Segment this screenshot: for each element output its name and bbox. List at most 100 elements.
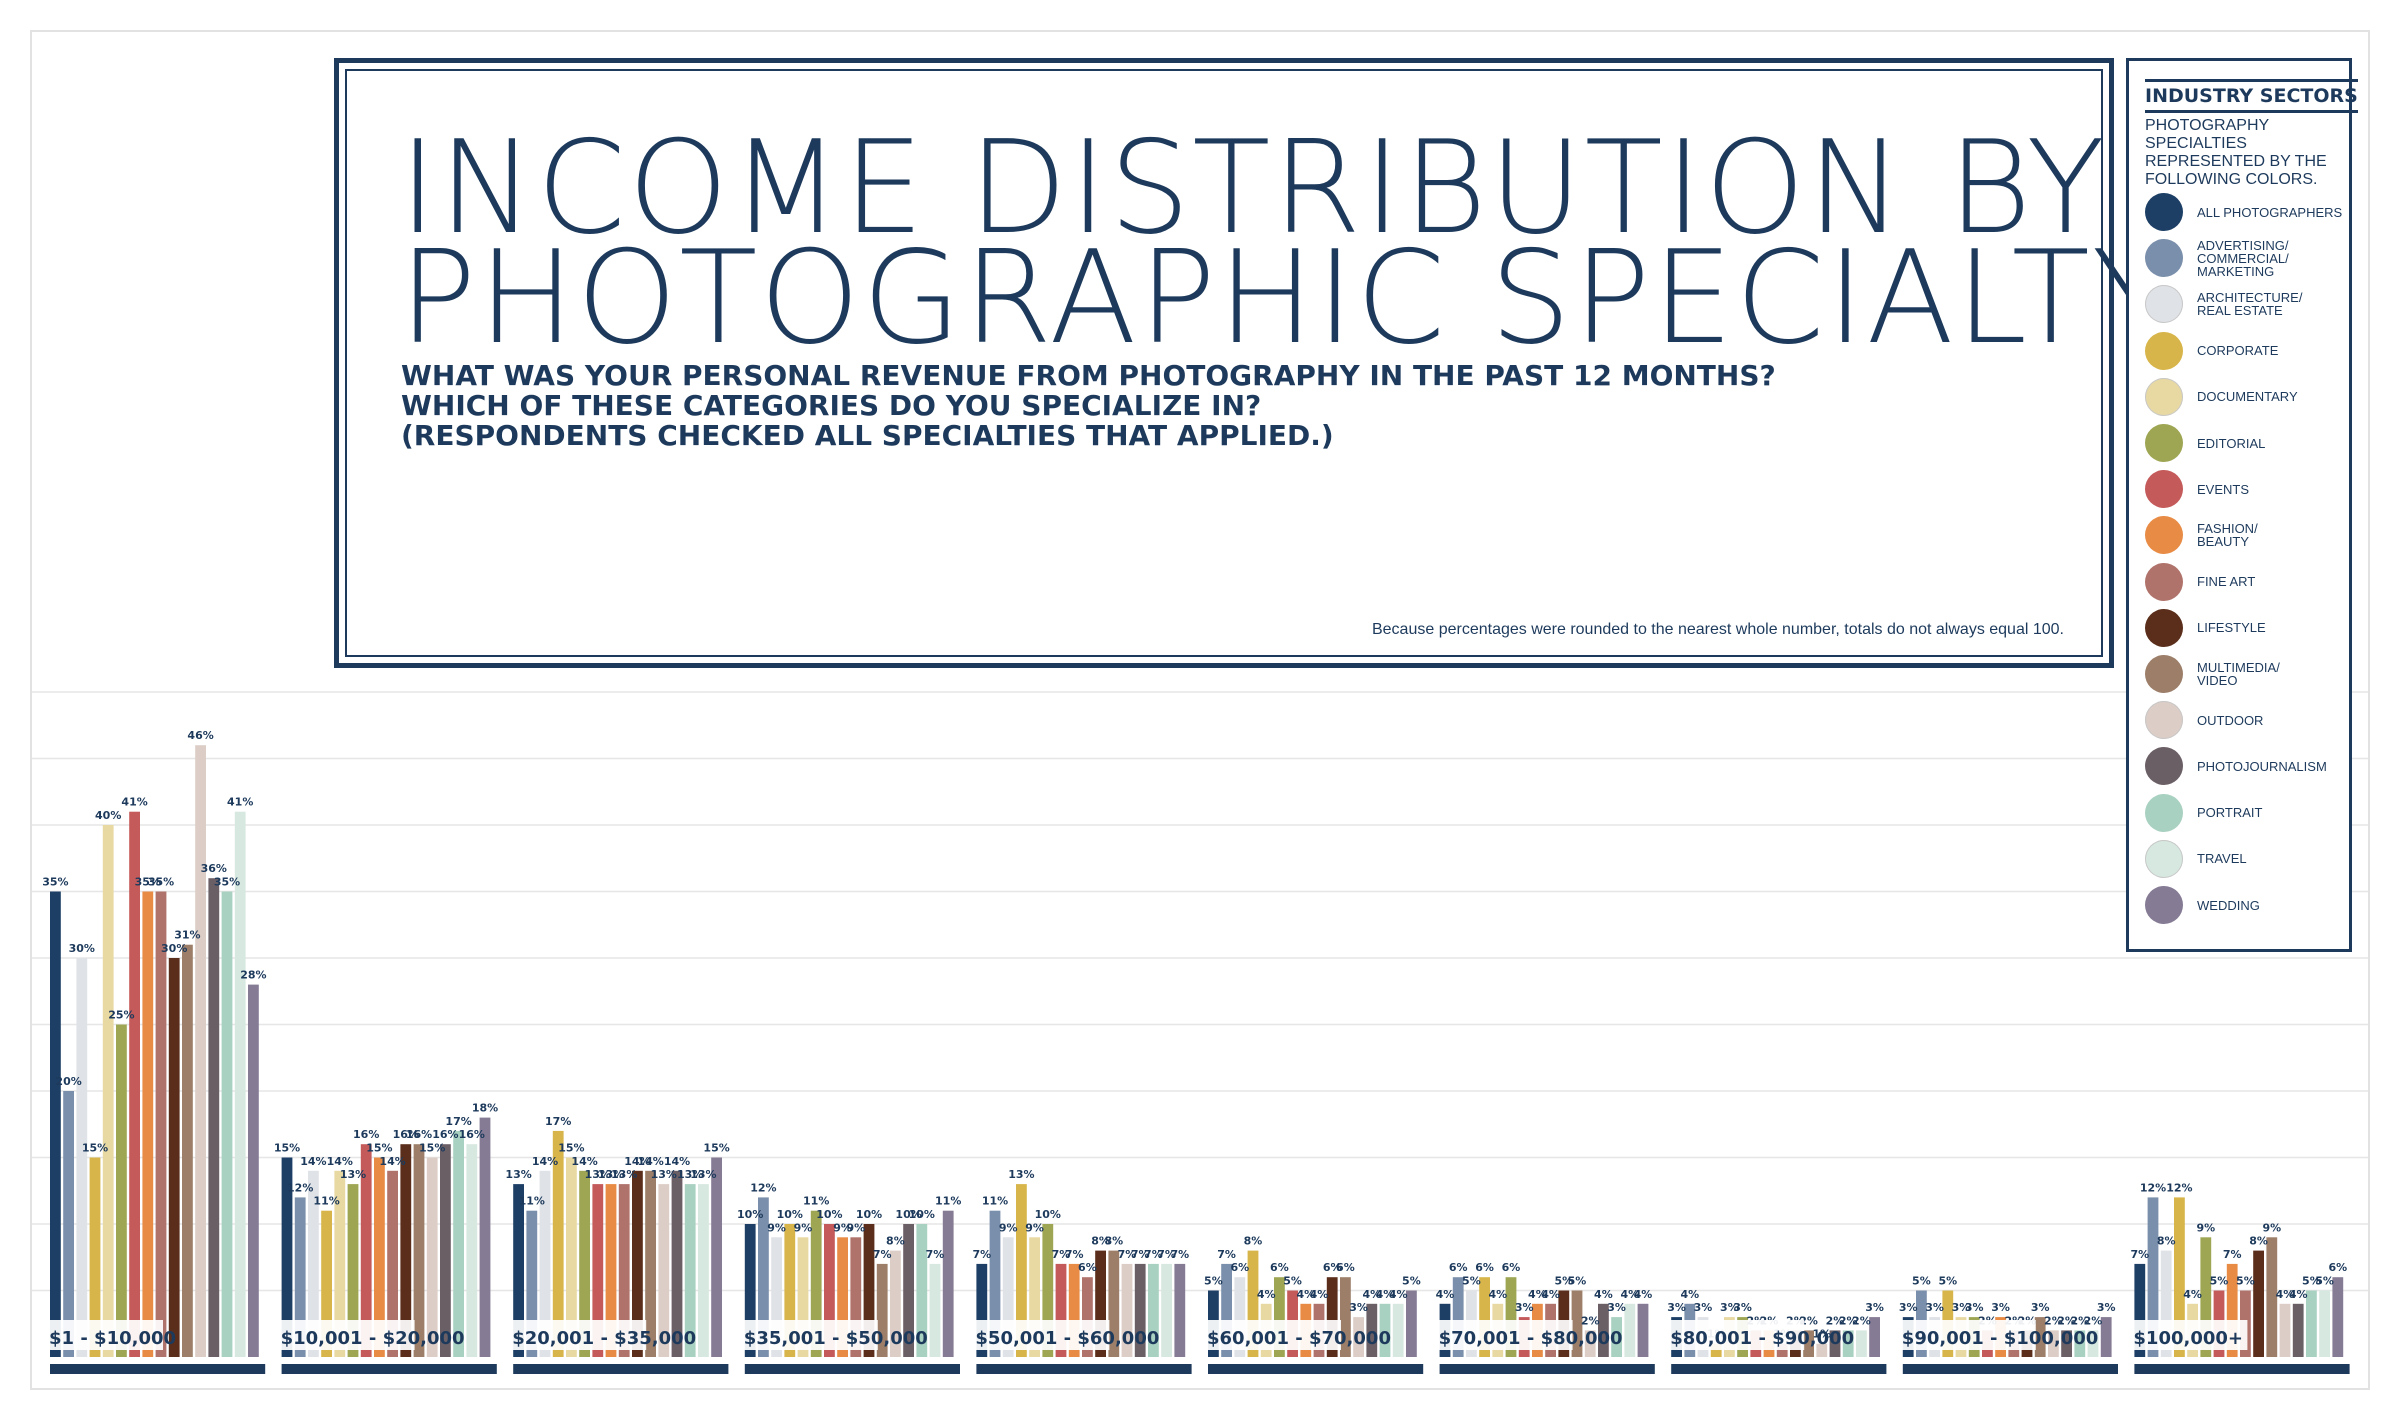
bar-value-label: 5% — [2210, 1275, 2229, 1288]
bar-value-label: 6% — [1078, 1261, 1097, 1274]
bar-value-label: 11% — [519, 1195, 545, 1208]
bar-editorial-2 — [579, 1170, 590, 1357]
legend-label: DOCUMENTARY — [2197, 389, 2298, 405]
bar-value-label: 5% — [1402, 1275, 1421, 1288]
bar-lifestyle-9 — [2253, 1250, 2264, 1357]
bar-wedding-4 — [1174, 1263, 1186, 1357]
bar-value-label: 8% — [2249, 1235, 2268, 1248]
bar-value-label: 5% — [1568, 1275, 1587, 1288]
category-underline — [513, 1364, 729, 1374]
legend-item-wedding: WEDDING — [2145, 886, 2350, 926]
legend-item-events: EVENTS — [2145, 470, 2350, 510]
bar-photojournalism-8 — [2061, 1330, 2072, 1357]
legend-swatch — [2145, 193, 2183, 231]
bar-value-label: 10% — [816, 1208, 842, 1221]
bar-fine-art-7 — [1776, 1343, 1788, 1357]
legend-item-advertising-commercial-marketing: ADVERTISING/ COMMERCIAL/ MARKETING — [2145, 239, 2350, 279]
bar-value-label: 12% — [2166, 1181, 2192, 1194]
bar-lifestyle-3 — [863, 1224, 875, 1357]
bar-value-label: 7% — [926, 1248, 945, 1261]
bar-value-label: 9% — [794, 1221, 813, 1234]
bar-outdoor-4 — [1121, 1263, 1133, 1357]
bar-value-label: 7% — [1131, 1248, 1150, 1261]
bar-wedding-6 — [1637, 1303, 1649, 1357]
bar-value-label: 3% — [2031, 1301, 2050, 1314]
bar-fashion-beauty-4 — [1068, 1263, 1080, 1357]
legend-item-documentary: DOCUMENTARY — [2145, 377, 2350, 418]
legend-label: EVENTS — [2197, 481, 2250, 497]
bar-multimedia-video-5 — [1340, 1277, 1351, 1357]
legend-label: CORPORATE — [2197, 343, 2279, 359]
bar-value-label: 5% — [2315, 1275, 2334, 1288]
bar-value-label: 10% — [1035, 1208, 1061, 1221]
bar-wedding-3 — [942, 1210, 954, 1357]
bar-value-label: 7% — [1118, 1248, 1137, 1261]
bar-events-0 — [129, 811, 140, 1357]
bar-value-label: 35% — [148, 876, 174, 889]
bar-value-label: 4% — [2289, 1288, 2308, 1301]
bar-multimedia-video-4 — [1108, 1250, 1120, 1357]
page-title-line-2: PHOTOGRAPHIC SPECIALTY — [399, 224, 2172, 373]
bar-value-label: 13% — [505, 1168, 531, 1181]
bar-value-label: 9% — [833, 1221, 852, 1234]
legend-label: FASHION/ BEAUTY — [2197, 521, 2258, 550]
bar-multimedia-video-3 — [876, 1263, 888, 1357]
bar-value-label: 3% — [1865, 1301, 1884, 1314]
bar-photojournalism-6 — [1598, 1303, 1609, 1357]
question-2: WHICH OF THESE CATEGORIES DO YOU SPECIAL… — [401, 389, 1262, 422]
legend-swatch — [2145, 655, 2183, 693]
legend-item-multimedia-video: MULTIMEDIA/ VIDEO — [2145, 655, 2350, 695]
bar-value-label: 2% — [2070, 1314, 2089, 1327]
category-label-background — [2129, 1320, 2248, 1350]
bar-fashion-beauty-9 — [2226, 1263, 2238, 1357]
bar-value-label: 4% — [1594, 1288, 1613, 1301]
bar-value-label: 6% — [1270, 1261, 1289, 1274]
bar-value-label: 2% — [1852, 1314, 1871, 1327]
bar-value-label: 2% — [1839, 1314, 1858, 1327]
category-label-background — [739, 1320, 878, 1350]
bar-corporate-7 — [1710, 1343, 1722, 1357]
category-label: $35,001 - $50,000 — [744, 1328, 928, 1349]
bar-value-label: 9% — [2262, 1221, 2281, 1234]
bar-value-label: 8% — [1104, 1235, 1123, 1248]
bar-value-label: 16% — [393, 1128, 419, 1141]
legend-swatch — [2145, 747, 2183, 786]
legend-label: FINE ART — [2197, 574, 2256, 590]
bar-editorial-1 — [347, 1184, 359, 1357]
bar-value-label: 16% — [459, 1128, 485, 1141]
bar-value-label: 9% — [846, 1221, 865, 1234]
title-panel: INCOME DISTRIBUTION BY PHOTOGRAPHIC SPEC… — [334, 58, 2170, 668]
bar-value-label: 25% — [108, 1009, 134, 1022]
bar-value-label: 15% — [82, 1142, 108, 1155]
bar-value-label: 7% — [1217, 1248, 1236, 1261]
bar-value-label: 13% — [611, 1168, 637, 1181]
bar-portrait-0 — [221, 891, 233, 1357]
bar-photojournalism-7 — [1829, 1330, 1841, 1357]
bar-travel-5 — [1392, 1303, 1404, 1357]
bar-value-label: 5% — [1938, 1275, 1957, 1288]
legend-item-travel: TRAVEL — [2145, 839, 2350, 880]
bar-travel-1 — [466, 1144, 478, 1357]
bar-value-label: 2% — [2044, 1314, 2063, 1327]
bar-all-photographers-4 — [976, 1263, 988, 1357]
bar-value-label: 8% — [2157, 1235, 2176, 1248]
bar-photojournalism-4 — [1134, 1263, 1146, 1357]
bar-value-label: 40% — [95, 809, 121, 822]
category-label-background — [1897, 1320, 2036, 1350]
legend-swatch — [2145, 285, 2183, 324]
bar-wedding-8 — [2100, 1317, 2112, 1357]
bar-value-label: 7% — [2130, 1248, 2149, 1261]
bar-lifestyle-2 — [632, 1170, 643, 1357]
bar-portrait-8 — [2074, 1330, 2086, 1357]
bar-documentary-2 — [566, 1157, 577, 1357]
category-label-background — [45, 1320, 163, 1350]
bar-photojournalism-3 — [903, 1224, 914, 1357]
bar-fine-art-1 — [387, 1170, 398, 1357]
bar-value-label: 5% — [1554, 1275, 1573, 1288]
bar-multimedia-video-8 — [2034, 1317, 2046, 1357]
bar-portrait-6 — [1611, 1317, 1622, 1357]
category-label-background — [1434, 1320, 1573, 1350]
bar-value-label: 5% — [1204, 1275, 1223, 1288]
bar-value-label: 11% — [935, 1195, 961, 1208]
bar-all-photographers-9 — [2134, 1263, 2146, 1357]
